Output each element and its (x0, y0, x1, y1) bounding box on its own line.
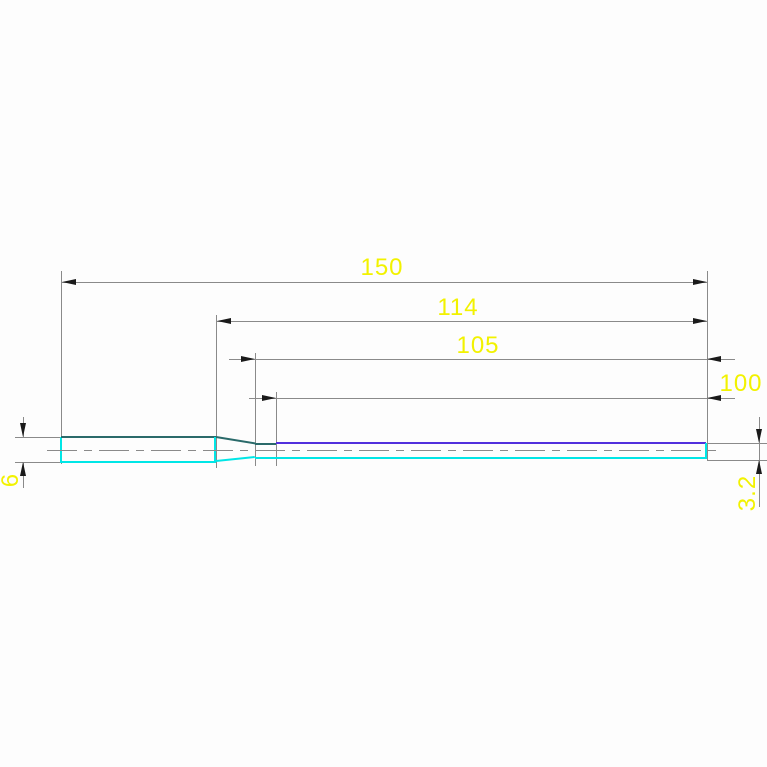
arrowhead-6-top (20, 423, 26, 437)
part-top-edge-mid-section (255, 443, 276, 445)
arrowhead-114-right (693, 318, 707, 324)
dimension-label-6: 6 (0, 465, 26, 495)
part-right-end-face (705, 443, 707, 459)
extension-line-6-bottom (15, 462, 61, 463)
arrowhead-150-right (693, 279, 707, 285)
dimension-line-105 (229, 359, 735, 360)
arrowhead-100-right (707, 395, 721, 401)
dimension-line-150 (61, 282, 707, 283)
extension-line-3-2-bottom (707, 460, 767, 461)
arrowhead-114-left (217, 318, 231, 324)
part-top-edge-ground-surface (276, 442, 706, 444)
part-centerline (47, 450, 722, 451)
dimension-line-3-2-lower-tail (759, 460, 760, 507)
arrowhead-100-left (262, 395, 276, 401)
dimension-line-114 (216, 321, 707, 322)
part-top-edge-left-section (61, 436, 216, 438)
arrowhead-105-right (707, 356, 721, 362)
extension-line-100-left (276, 392, 277, 466)
extension-line-114-left (216, 315, 217, 468)
extension-line-150-left (61, 271, 62, 464)
extension-line-right-end (707, 271, 708, 460)
part-bottom-edge-thin-section (255, 457, 706, 459)
dimension-label-114: 114 (437, 294, 479, 321)
arrowhead-3-2-top (756, 429, 762, 443)
arrowhead-6-bottom (20, 462, 26, 476)
dimension-label-105: 105 (456, 332, 500, 359)
dimension-label-3-2: 3.2 (734, 474, 761, 512)
extension-line-6-top (15, 437, 61, 438)
arrowhead-3-2-bottom (756, 460, 762, 474)
part-bottom-taper-edge (215, 455, 255, 462)
dimension-label-150: 150 (360, 254, 404, 281)
dimension-line-3-2-mid (759, 443, 760, 460)
dimension-line-100 (249, 398, 735, 399)
arrowhead-105-left (241, 356, 255, 362)
extension-line-105-left (255, 353, 256, 466)
part-bottom-edge-left-section (61, 461, 216, 463)
part-top-taper-edge (215, 436, 256, 445)
extension-line-3-2-top (707, 443, 767, 444)
dimension-label-100: 100 (719, 370, 763, 397)
arrowhead-150-left (62, 279, 76, 285)
